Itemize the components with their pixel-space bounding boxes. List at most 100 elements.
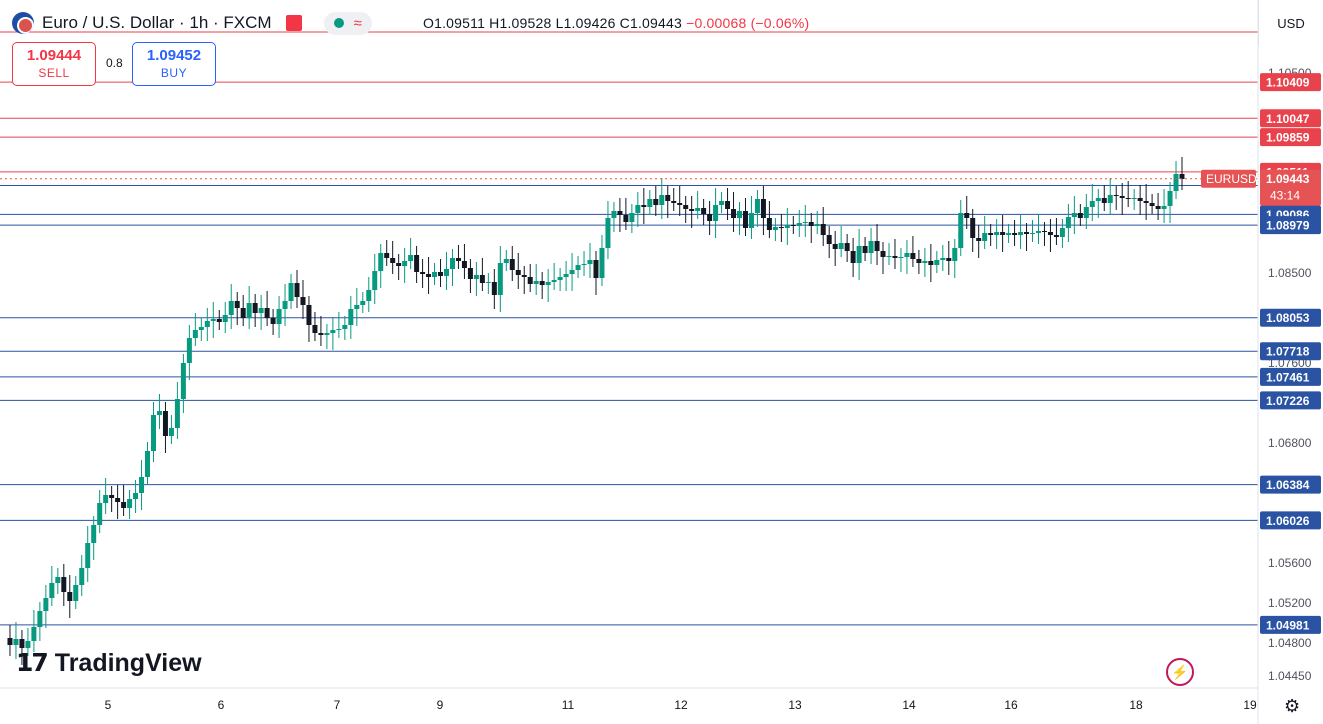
- candle-body: [653, 199, 659, 205]
- candle-body: [97, 503, 103, 525]
- candle-body: [916, 259, 922, 263]
- candle-body: [683, 205, 689, 209]
- status-pill[interactable]: ≈: [323, 11, 372, 35]
- support-level-label: 1.07718: [1266, 345, 1310, 359]
- candle-body: [85, 543, 91, 568]
- candle-body: [671, 201, 677, 203]
- sell-button[interactable]: 1.09444 SELL: [12, 42, 96, 86]
- support-level-label: 1.07461: [1266, 370, 1310, 384]
- candle-body: [838, 243, 844, 249]
- candle-body: [1119, 196, 1125, 198]
- candle-body: [515, 270, 521, 275]
- candle-body: [79, 568, 85, 585]
- candle-body: [623, 215, 629, 222]
- candle-body: [420, 272, 426, 274]
- buy-label: BUY: [160, 66, 188, 80]
- candle-body: [1089, 201, 1095, 207]
- candle-body: [67, 592, 73, 601]
- candle-body: [497, 263, 503, 295]
- time-tick-label: 12: [674, 698, 688, 712]
- candle-body: [168, 428, 174, 436]
- candle-body: [527, 277, 533, 284]
- candle-body: [1006, 233, 1012, 235]
- candle-body: [270, 318, 276, 324]
- candle-body: [192, 330, 198, 338]
- candle-body: [222, 315, 228, 322]
- candle-body: [832, 244, 838, 249]
- candle-body: [246, 303, 252, 318]
- symbol-tag-bg: [1201, 169, 1256, 188]
- candle-body: [210, 319, 216, 321]
- candle-body: [43, 598, 49, 611]
- candle-body: [354, 305, 360, 309]
- time-axis[interactable]: 5 6 7 9 11 12 13 14 16 18 19: [105, 698, 1257, 712]
- buy-button[interactable]: 1.09452 BUY: [132, 42, 216, 86]
- candle-body: [605, 218, 611, 248]
- time-tick-label: 16: [1004, 698, 1018, 712]
- candle-body: [533, 281, 539, 284]
- flag-marker-icon[interactable]: [285, 15, 302, 31]
- candle-body: [121, 502, 127, 508]
- candle-body: [1137, 198, 1143, 201]
- candle-body: [862, 246, 868, 253]
- candle-body: [964, 213, 970, 218]
- candle-body: [198, 327, 204, 330]
- time-tick-label: 6: [218, 698, 225, 712]
- candle-body: [563, 274, 569, 277]
- candle-body: [1041, 231, 1047, 232]
- symbol-title[interactable]: Euro / U.S. Dollar · 1h · FXCM: [42, 13, 272, 32]
- candle-body: [886, 256, 892, 257]
- candle-body: [145, 451, 151, 477]
- currency-selector[interactable]: USD: [1258, 0, 1323, 46]
- candle-body: [677, 203, 683, 205]
- support-level-label-bg: [1260, 511, 1321, 530]
- candle-body: [784, 225, 790, 228]
- candle-body: [856, 246, 862, 263]
- time-tick-label: 18: [1129, 698, 1143, 712]
- candle-body: [826, 235, 832, 244]
- plot-area: [0, 0, 1258, 688]
- candle-body: [396, 263, 402, 266]
- candle-body: [713, 205, 719, 221]
- candle-body: [216, 319, 222, 322]
- candle-body: [1077, 213, 1083, 218]
- candle-body: [1000, 232, 1006, 235]
- candle-body: [312, 325, 318, 333]
- candle-body: [503, 259, 509, 263]
- candle-body: [318, 333, 324, 335]
- candle-body: [1155, 206, 1161, 209]
- candle-body: [13, 639, 19, 645]
- time-tick-label: 9: [437, 698, 444, 712]
- symbol-header[interactable]: Euro / U.S. Dollar · 1h · FXCM ≈: [12, 10, 372, 36]
- bolt-icon[interactable]: ⚡: [1166, 658, 1194, 686]
- candle-body: [288, 283, 294, 301]
- candle-body: [1101, 198, 1107, 203]
- support-level-label: 1.06384: [1266, 478, 1310, 492]
- low-value: L1.09426: [555, 15, 616, 31]
- gear-icon[interactable]: ⚙: [1284, 696, 1301, 716]
- candle-body: [61, 577, 67, 592]
- candle-body: [593, 260, 599, 278]
- candle-body: [689, 209, 695, 211]
- resistance-level-label-bg: [1260, 109, 1321, 128]
- candle-body: [443, 269, 449, 276]
- candle-body: [258, 308, 264, 313]
- candle-body: [264, 308, 270, 318]
- candle-body: [360, 301, 366, 305]
- buy-price: 1.09452: [146, 47, 202, 64]
- candle-body: [449, 258, 455, 269]
- candle-body: [946, 258, 952, 261]
- wave-icon: ≈: [353, 14, 362, 32]
- tradingview-logo[interactable]: 𝟭𝟳 TradingView: [16, 648, 202, 678]
- candle-body: [479, 275, 485, 283]
- open-value: O1.09511: [423, 15, 486, 31]
- candle-body: [707, 214, 713, 221]
- candle-body: [19, 639, 25, 648]
- candle-body: [635, 205, 641, 213]
- candle-body: [737, 211, 743, 218]
- candle-body: [725, 201, 731, 209]
- time-tick-label: 5: [105, 698, 112, 712]
- candle-body: [611, 211, 617, 218]
- candle-body: [384, 253, 390, 258]
